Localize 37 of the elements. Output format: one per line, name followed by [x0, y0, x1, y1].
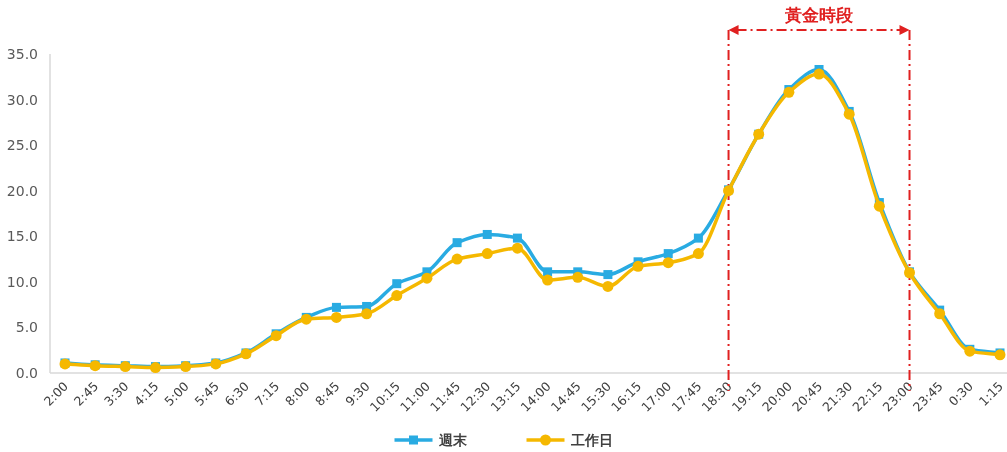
- point: [391, 290, 403, 302]
- point: [392, 279, 402, 289]
- point: [421, 272, 433, 284]
- point: [813, 68, 825, 80]
- point: [663, 249, 673, 259]
- point: [543, 267, 553, 277]
- point: [934, 308, 946, 320]
- y-tick-label: 25.0: [6, 137, 38, 154]
- point: [632, 260, 644, 272]
- point: [692, 248, 704, 260]
- point: [481, 248, 493, 260]
- point: [511, 242, 523, 254]
- point: [602, 280, 614, 292]
- point: [873, 200, 885, 212]
- y-tick-label: 5.0: [15, 319, 38, 336]
- point: [451, 253, 463, 265]
- y-tick-label: 20.0: [6, 182, 38, 199]
- point: [662, 257, 674, 269]
- point: [482, 229, 492, 239]
- point: [361, 308, 373, 320]
- y-tick-label: 30.0: [6, 91, 38, 108]
- y-tick-label: 35.0: [6, 46, 38, 62]
- y-tick-label: 0.0: [15, 365, 38, 381]
- text: 黃金時段: [784, 5, 855, 25]
- point: [330, 311, 342, 323]
- point: [331, 302, 341, 312]
- legend-label: 週末: [437, 432, 468, 448]
- point: [603, 270, 613, 280]
- y-tick-label: 15.0: [6, 228, 38, 245]
- legend-label: 工作日: [569, 432, 613, 448]
- point: [542, 274, 554, 286]
- point: [512, 233, 522, 243]
- point: [843, 108, 855, 120]
- point: [572, 271, 584, 283]
- y-tick-label: 10.0: [6, 273, 38, 290]
- point: [452, 238, 462, 248]
- point: [693, 233, 703, 243]
